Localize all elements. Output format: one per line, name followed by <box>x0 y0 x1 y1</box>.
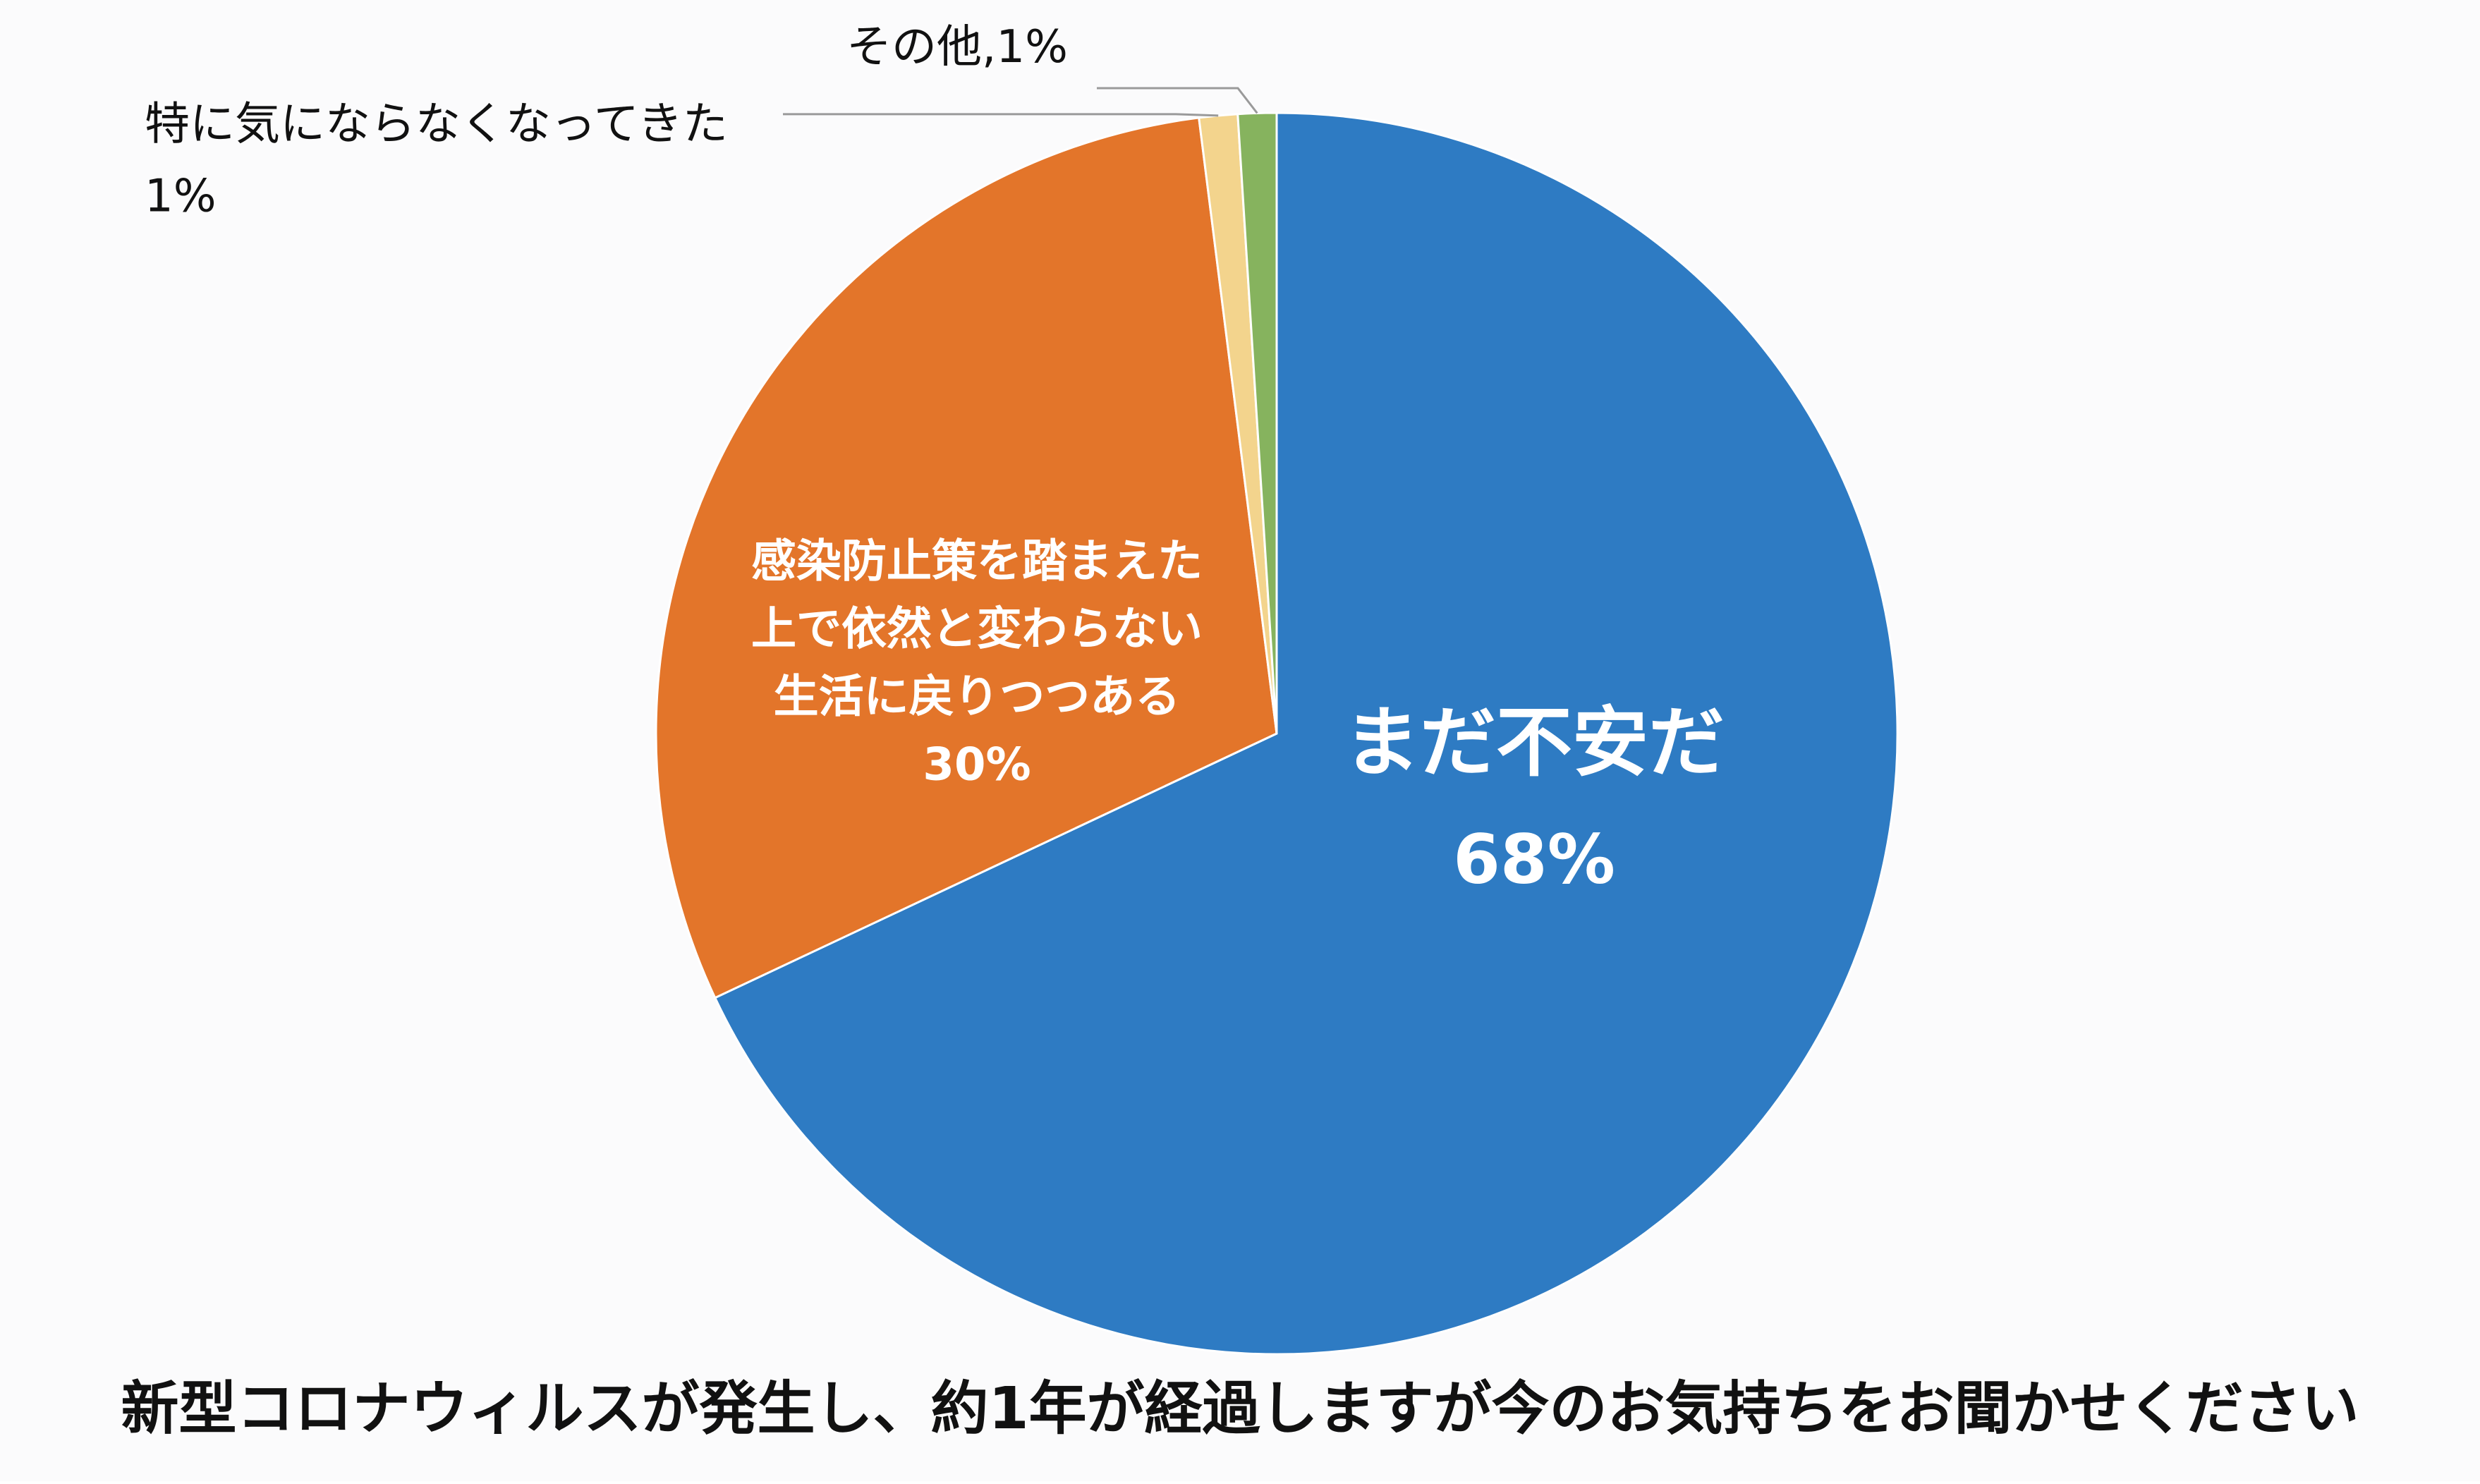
slice-label-category: 上で依然と変わらない <box>751 604 1203 656</box>
pie-slice <box>713 111 1899 1356</box>
slice-label: その他,1% <box>846 21 1068 73</box>
leader-line <box>1097 87 1258 114</box>
slice-label-category: 感染防止策を踏まえた <box>751 536 1203 588</box>
slice-label-category: その他 <box>846 21 982 73</box>
slice-label-category: 生活に戻りつつある <box>774 671 1181 724</box>
slice-label-value: 30% <box>923 739 1031 791</box>
slice-label-separator: , <box>982 21 996 73</box>
pie-slices <box>655 111 1899 1356</box>
leader-lines <box>783 87 1258 117</box>
pie-slice <box>655 116 1278 999</box>
slice-label-category: 特に気にならなくなってきた <box>145 99 728 151</box>
slice-label-value: 1% <box>145 171 217 223</box>
slice-label-value: 1% <box>996 21 1068 73</box>
chart-title: 新型コロナウィルスが発生し、約1年が経過しますが今のお気持ちをお聞かせください <box>121 1375 2359 1442</box>
slice-label-category: まだ不安だ <box>1344 699 1725 787</box>
slice-label-value: 68% <box>1453 820 1615 899</box>
leader-line <box>783 113 1219 117</box>
